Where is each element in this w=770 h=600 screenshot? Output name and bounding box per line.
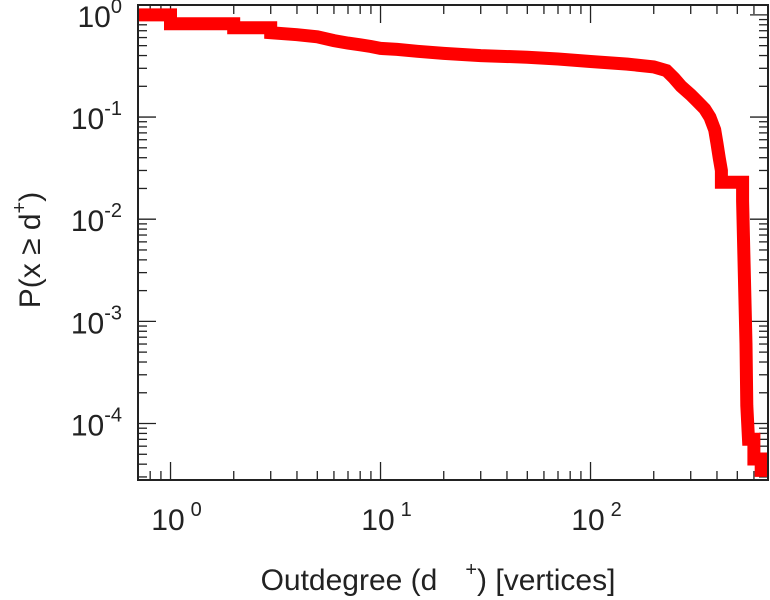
y-tick-label-exp: -1 (104, 98, 122, 120)
y-axis-label: P(x ≥ d+) (9, 192, 47, 309)
x-axis-label-post: ) [vertices] (477, 564, 615, 597)
y-tick-label-base: 10 (71, 103, 104, 136)
y-tick-label-base: 10 (71, 307, 104, 340)
series-layer (138, 8, 768, 477)
y-axis-label-pre: P(x ≥ d (14, 213, 47, 308)
x-tick-label-exp: 0 (191, 499, 202, 521)
y-tick-label-exp: -3 (104, 302, 122, 324)
y-axis-label-post: ) (14, 192, 47, 202)
y-tick-label-exp: -4 (104, 405, 122, 427)
x-axis-label-sup: + (465, 559, 477, 581)
x-tick-label-base: 10 (361, 504, 394, 537)
x-tick-label: 10 2 (571, 499, 622, 537)
x-tick-label: 10 1 (361, 499, 412, 537)
y-tick-label: 100 (78, 0, 123, 34)
y-axis-label-sup: + (9, 202, 31, 214)
y-tick-label-exp: -2 (104, 200, 122, 222)
y-tick-label: 10-3 (71, 302, 122, 340)
y-tick-label-base: 10 (71, 205, 104, 238)
x-tick-label-base: 10 (151, 504, 184, 537)
plot-frame (137, 4, 769, 481)
y-tick-label: 10-4 (71, 405, 122, 443)
x-tick-label-exp: 2 (611, 499, 622, 521)
x-tick-label-base: 10 (571, 504, 604, 537)
y-tick-label: 10-1 (71, 98, 122, 136)
y-tick-label-exp: 0 (111, 0, 122, 18)
x-tick-label: 10 0 (151, 499, 202, 537)
y-tick-label-base: 10 (78, 1, 111, 34)
y-tick-label: 10-2 (71, 200, 122, 238)
y-tick-label-base: 10 (71, 410, 104, 443)
series-line-0 (138, 8, 768, 477)
x-axis-label-pre: Outdegree (d (261, 564, 438, 597)
x-axis-label: Outdegree (d +) [vertices] (261, 559, 616, 597)
x-tick-label-exp: 1 (401, 499, 412, 521)
